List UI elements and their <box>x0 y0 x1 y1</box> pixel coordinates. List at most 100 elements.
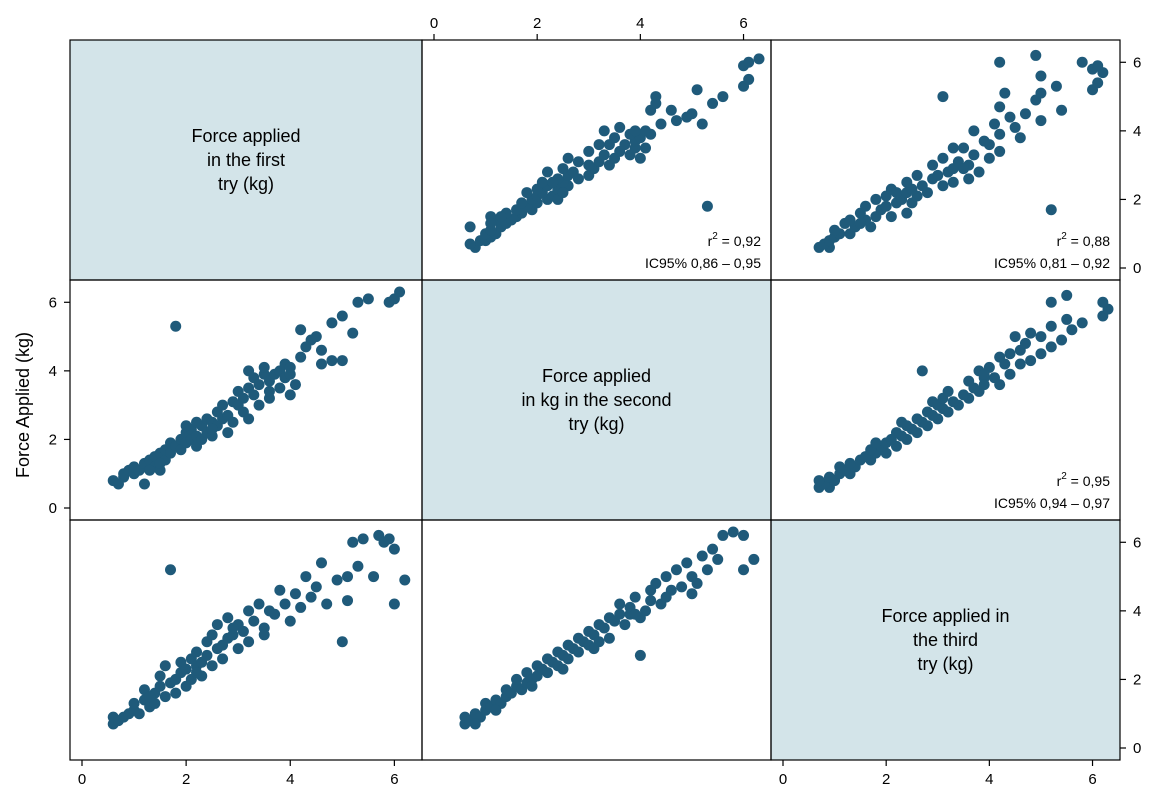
point-second-vs-third-lower-79 <box>469 718 481 730</box>
point-first-vs-second-upper-78 <box>743 56 755 68</box>
point-first-vs-second-lower-38 <box>217 399 229 411</box>
left-tick-label-row2-0: 0 <box>49 500 57 517</box>
left-tick-label-row2-1: 2 <box>49 431 57 448</box>
point-first-vs-third-upper-45 <box>983 152 995 164</box>
point-second-vs-third-upper-74 <box>978 368 990 380</box>
point-second-vs-third-upper-62 <box>1009 331 1021 343</box>
point-first-vs-third-lower-7 <box>133 708 145 720</box>
point-first-vs-third-upper-63 <box>1035 87 1047 99</box>
point-second-vs-third-lower-59 <box>676 581 688 593</box>
point-first-vs-second-lower-63 <box>289 379 301 391</box>
point-second-vs-third-upper-45 <box>963 375 975 387</box>
point-first-vs-second-lower-69 <box>315 358 327 370</box>
ci-label-1: IC95% 0,86 – 0,95 <box>645 255 761 271</box>
point-first-vs-second-upper-70 <box>707 97 719 109</box>
point-second-vs-third-upper-46 <box>989 372 1001 384</box>
bottom-tick-label-col3-3: 6 <box>1088 771 1096 788</box>
point-first-vs-third-upper-60 <box>994 101 1006 113</box>
point-first-vs-third-lower-72 <box>388 543 400 555</box>
point-first-vs-third-lower-75 <box>305 591 317 603</box>
point-first-vs-third-upper-24 <box>870 193 882 205</box>
point-first-vs-second-upper-87 <box>603 139 615 151</box>
point-first-vs-second-lower-87 <box>263 385 275 397</box>
right-tick-label-row1-3: 6 <box>1133 54 1141 71</box>
y-axis-title: Force Applied (kg) <box>13 332 33 478</box>
cell-frames <box>69 39 1121 761</box>
point-first-vs-second-lower-76 <box>362 293 374 305</box>
point-first-vs-second-upper-53 <box>640 142 652 154</box>
point-first-vs-third-lower-46 <box>243 636 255 648</box>
point-first-vs-second-lower-70 <box>326 317 338 329</box>
point-first-vs-third-lower-55 <box>289 588 301 600</box>
top-tick-label-col2-1: 2 <box>533 15 541 32</box>
point-first-vs-second-lower-74 <box>347 327 359 339</box>
point-first-vs-second-lower-58 <box>274 382 286 394</box>
point-first-vs-third-upper-49 <box>958 142 970 154</box>
point-first-vs-second-upper-34 <box>536 176 548 188</box>
top-tick-label-col2-2: 4 <box>636 15 644 32</box>
point-first-vs-third-upper-66 <box>1092 77 1104 89</box>
point-first-vs-third-lower-56 <box>295 601 307 613</box>
point-second-vs-third-lower-22 <box>541 667 553 679</box>
point-first-vs-third-upper-73 <box>1030 49 1042 61</box>
point-first-vs-third-lower-52 <box>274 584 286 596</box>
point-first-vs-third-upper-38 <box>911 169 923 181</box>
point-first-vs-second-upper-61 <box>629 125 641 137</box>
point-second-vs-third-lower-76 <box>557 663 569 675</box>
bottom-tick-label-col3-1: 2 <box>882 771 890 788</box>
point-first-vs-second-lower-67 <box>310 331 322 343</box>
point-first-vs-third-lower-51 <box>269 608 281 620</box>
point-first-vs-second-upper-40 <box>541 166 553 178</box>
point-first-vs-third-lower-54 <box>284 615 296 627</box>
point-first-vs-second-lower-73 <box>336 355 348 367</box>
point-first-vs-second-upper-63 <box>614 121 626 133</box>
point-first-vs-third-lower-44 <box>237 625 249 637</box>
variable-label-3-line-3: try (kg) <box>918 654 974 674</box>
point-first-vs-third-lower-16 <box>159 660 171 672</box>
point-first-vs-second-upper-55 <box>593 139 605 151</box>
point-second-vs-third-lower-66 <box>712 553 724 565</box>
point-first-vs-second-upper-67 <box>686 108 698 120</box>
point-first-vs-third-upper-42 <box>927 159 939 171</box>
data-points <box>107 49 1114 730</box>
point-second-vs-third-upper-36 <box>947 396 959 408</box>
point-second-vs-third-upper-77 <box>870 437 882 449</box>
point-first-vs-second-upper-1 <box>464 238 476 250</box>
point-first-vs-second-upper-79 <box>753 53 765 65</box>
point-first-vs-second-lower-53 <box>258 361 270 373</box>
point-first-vs-third-upper-75 <box>1004 111 1016 123</box>
r2-label-1: r2 = 0,92 <box>708 231 762 249</box>
bottom-tick-label-col3-0: 0 <box>779 771 787 788</box>
point-first-vs-second-lower-71 <box>326 355 338 367</box>
point-first-vs-second-upper-54 <box>619 139 631 151</box>
right-tick-label-row1-0: 0 <box>1133 260 1141 277</box>
point-first-vs-second-upper-47 <box>634 152 646 164</box>
point-first-vs-second-lower-65 <box>295 324 307 336</box>
point-first-vs-third-upper-52 <box>1014 132 1026 144</box>
point-first-vs-third-upper-76 <box>947 142 959 154</box>
right-tick-label-row3-3: 6 <box>1133 534 1141 551</box>
correlation-annotations: IC95% 0,86 – 0,95 r2 = 0,92 IC95% 0,81 – 0… <box>645 231 1110 511</box>
point-first-vs-third-upper-40 <box>973 166 985 178</box>
point-first-vs-second-upper-74 <box>691 84 703 96</box>
point-first-vs-second-upper-48 <box>598 149 610 161</box>
bottom-tick-label-col1-0: 0 <box>78 771 86 788</box>
r2-label-2: r2 = 0,88 <box>1057 231 1111 249</box>
right-tick-label-row3-1: 2 <box>1133 671 1141 688</box>
point-second-vs-third-lower-64 <box>701 564 713 576</box>
point-first-vs-third-upper-33 <box>947 176 959 188</box>
point-first-vs-third-lower-34 <box>206 660 218 672</box>
point-first-vs-second-lower-64 <box>295 351 307 363</box>
point-first-vs-third-upper-54 <box>968 125 980 137</box>
point-second-vs-third-upper-39 <box>958 389 970 401</box>
point-first-vs-third-upper-18 <box>1045 204 1057 216</box>
point-first-vs-third-lower-14 <box>154 670 166 682</box>
point-second-vs-third-upper-73 <box>1004 348 1016 360</box>
point-second-vs-third-lower-60 <box>681 557 693 569</box>
point-first-vs-third-lower-78 <box>191 667 203 679</box>
point-first-vs-second-lower-82 <box>180 420 192 432</box>
point-first-vs-second-upper-68 <box>665 104 677 116</box>
diagonal-cell-1 <box>70 40 422 280</box>
point-first-vs-second-lower-48 <box>248 389 260 401</box>
point-first-vs-third-upper-48 <box>994 145 1006 157</box>
